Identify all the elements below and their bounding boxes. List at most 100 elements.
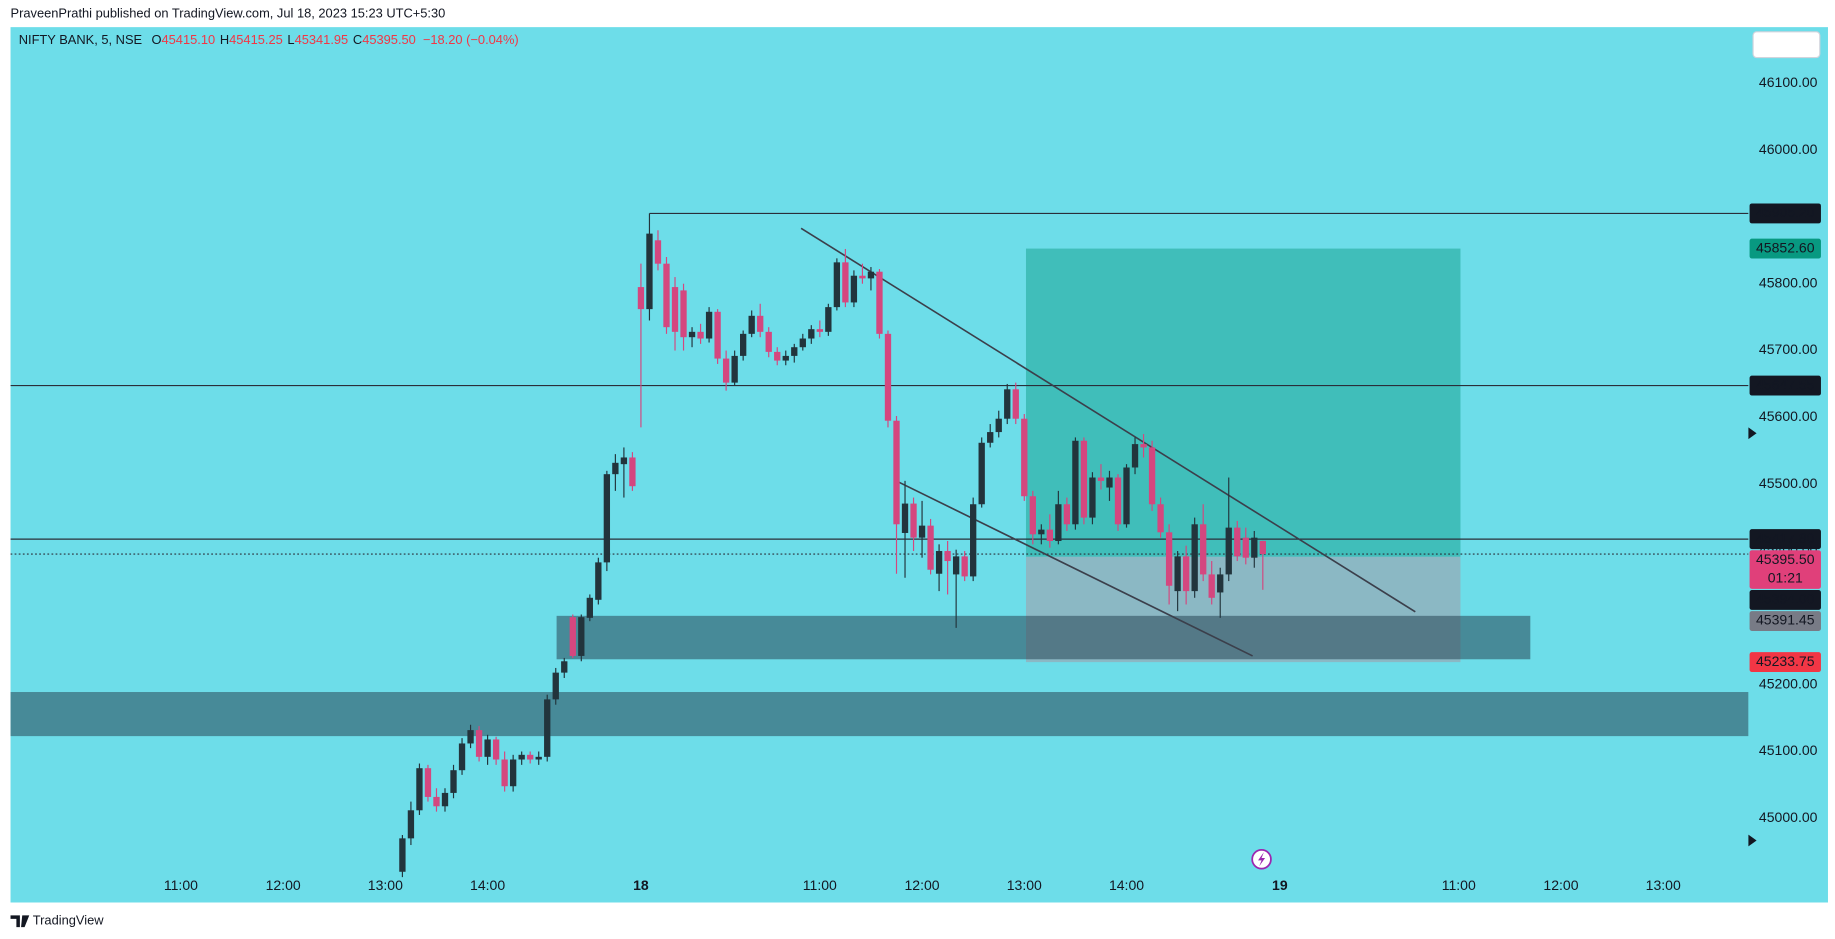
price-label-box (1749, 652, 1821, 673)
candle-body (705, 311, 713, 339)
candle-body (680, 290, 687, 338)
price-label-box (1749, 550, 1821, 589)
supply-demand-zone (10, 692, 1749, 737)
candle-body (561, 661, 568, 673)
candle-body (1242, 537, 1249, 558)
candle-body (740, 333, 747, 356)
candle-body (952, 556, 960, 575)
bar-countdown: 01:21 (1768, 570, 1803, 586)
candle-body (595, 562, 602, 600)
price-label: 45852.60 (1756, 239, 1815, 255)
candle-body (1072, 440, 1079, 525)
candle-body (458, 743, 466, 771)
candle-body (1208, 574, 1215, 598)
candle-body (603, 474, 611, 563)
candle-body (697, 331, 704, 339)
candle-body (654, 240, 662, 264)
x-tick-label: 12:00 (904, 877, 939, 893)
event-icon[interactable] (1251, 848, 1272, 870)
legend-key: L (287, 33, 294, 48)
candle-body (1012, 389, 1019, 419)
legend: NIFTY BANK, 5, NSE O45415.10 H45415.25 L453… (19, 33, 519, 48)
candle-body (842, 262, 849, 303)
candle-body (492, 739, 500, 760)
candle-body (859, 275, 866, 279)
candle-body (722, 358, 730, 383)
legend-value: 45415.10 (161, 33, 215, 48)
candle-body (509, 759, 517, 787)
price-label: 45394.00 (1756, 591, 1815, 607)
x-tick-label: 11:00 (803, 877, 837, 893)
candle-body (825, 307, 832, 332)
x-tick-label: 11:00 (1442, 877, 1476, 893)
x-tick-label: 11:00 (164, 877, 198, 893)
legend-key: H (220, 33, 229, 48)
candle-body (629, 457, 636, 487)
candle-body (978, 442, 985, 505)
candle-body (552, 672, 559, 700)
candle-body (1106, 477, 1113, 488)
candle-body (833, 262, 841, 308)
legend-key: O (151, 33, 161, 48)
scroll-arrow[interactable] (1748, 427, 1757, 440)
candle-body (782, 355, 789, 361)
candle-body (637, 287, 645, 310)
x-tick-label: 13:00 (1007, 877, 1042, 893)
candle-body (731, 355, 738, 383)
candle-body (1029, 496, 1036, 535)
toolbar-box[interactable] (1752, 31, 1821, 59)
candle-body (646, 233, 653, 310)
y-tick-label: 45800.00 (1759, 274, 1818, 290)
y-tick-label: 45500.00 (1759, 475, 1818, 491)
plot-area (10, 212, 1749, 878)
publisher-header: PraveenPrathi published on TradingView.c… (11, 6, 446, 21)
candle-body (1038, 529, 1045, 535)
scroll-arrow[interactable] (1748, 834, 1757, 847)
candle-body (918, 525, 926, 538)
candle-body (1148, 447, 1156, 505)
x-tick-label: 13:00 (1646, 877, 1681, 893)
y-tick-label: 46000.00 (1759, 141, 1818, 157)
candle-body (1225, 527, 1232, 575)
candle-body (927, 525, 934, 570)
trend-line (800, 227, 1416, 613)
legend-value: 45415.25 (229, 33, 283, 48)
y-tick-label: 45200.00 (1759, 675, 1818, 691)
candle-body (1200, 524, 1207, 575)
candle-body (416, 768, 423, 811)
footer-brand: TradingView (33, 913, 104, 928)
x-tick-label: 14:00 (470, 877, 505, 893)
price-label: 45905.20 (1756, 204, 1815, 220)
candle-body (816, 329, 823, 332)
candle-body (1182, 556, 1190, 592)
position-target-zone (1025, 248, 1461, 557)
legend-symbol: NIFTY BANK, 5, NSE (19, 33, 143, 48)
candle-body (569, 617, 576, 656)
candle-body (424, 768, 432, 797)
candle-body (544, 699, 551, 757)
candle-body (527, 754, 534, 760)
candle-body (1080, 440, 1088, 518)
candle-body (441, 792, 449, 807)
candle-body (987, 432, 994, 443)
price-label-box (1749, 529, 1821, 550)
candle-body (1004, 389, 1011, 419)
x-tick-label: 18 (633, 877, 649, 893)
candle-body (1123, 467, 1130, 525)
candle-body (1089, 477, 1096, 518)
trend-line (894, 479, 1253, 657)
price-label: 45647.55 (1756, 376, 1815, 392)
x-tick-label: 12:00 (1543, 877, 1578, 893)
candle-body (1165, 532, 1173, 586)
candle-body (1174, 556, 1181, 592)
candle-body (791, 347, 798, 356)
candle-body (450, 770, 457, 793)
candle-body (663, 263, 670, 328)
y-tick-label: 46100.00 (1759, 74, 1818, 90)
candle-body (995, 418, 1002, 433)
candle-body (714, 311, 721, 359)
candle-body (1046, 529, 1054, 541)
price-axis: 45000.0045100.0045200.0045300.0045400.00… (1749, 74, 1821, 825)
x-tick-label: 12:00 (266, 877, 301, 893)
